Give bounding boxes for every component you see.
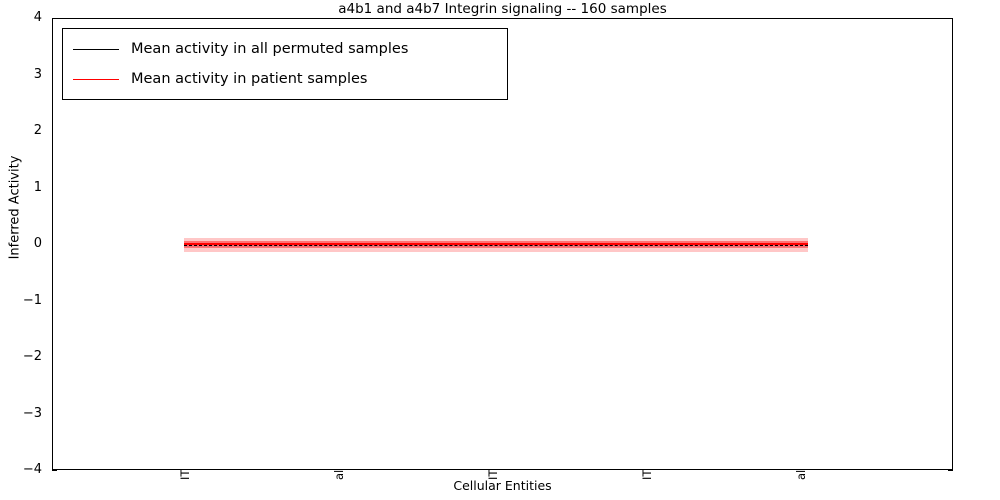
plot-clip-region (53, 19, 952, 469)
legend-item: Mean activity in patient samples (63, 64, 507, 94)
legend-label-permuted: Mean activity in all permuted samples (131, 41, 409, 57)
mean-line-permuted (184, 245, 808, 246)
mean-line-patient (184, 243, 808, 245)
confidence-band (184, 237, 808, 253)
legend-label-patient: Mean activity in patient samples (131, 71, 368, 87)
legend-swatch-permuted (73, 48, 119, 50)
y-axis-tick-label: 4 (33, 10, 42, 25)
legend-swatch-patient (73, 78, 119, 80)
y-axis-tick-label: 1 (33, 179, 42, 195)
x-axis-label: Cellular Entities (453, 478, 552, 493)
confidence-band (184, 242, 808, 248)
y-axis-tick-mark (52, 470, 57, 471)
y-axis-tick-label: −3 (22, 405, 42, 421)
y-axis-tick-label: 3 (33, 66, 42, 82)
y-axis-tick-label: −2 (22, 349, 42, 364)
y-axis-tick-mark (948, 470, 953, 471)
legend-item: Mean activity in all permuted samples (63, 34, 507, 64)
chart-title: a4b1 and a4b7 Integrin signaling -- 160 … (338, 1, 667, 17)
y-axis-tick-label: −4 (22, 462, 42, 477)
legend-box: Mean activity in all permuted samples Me… (62, 28, 508, 100)
y-axis-tick-label: 0 (33, 236, 42, 251)
y-axis-tick-label: −1 (22, 292, 42, 308)
y-axis-tick-label: 2 (33, 123, 42, 138)
